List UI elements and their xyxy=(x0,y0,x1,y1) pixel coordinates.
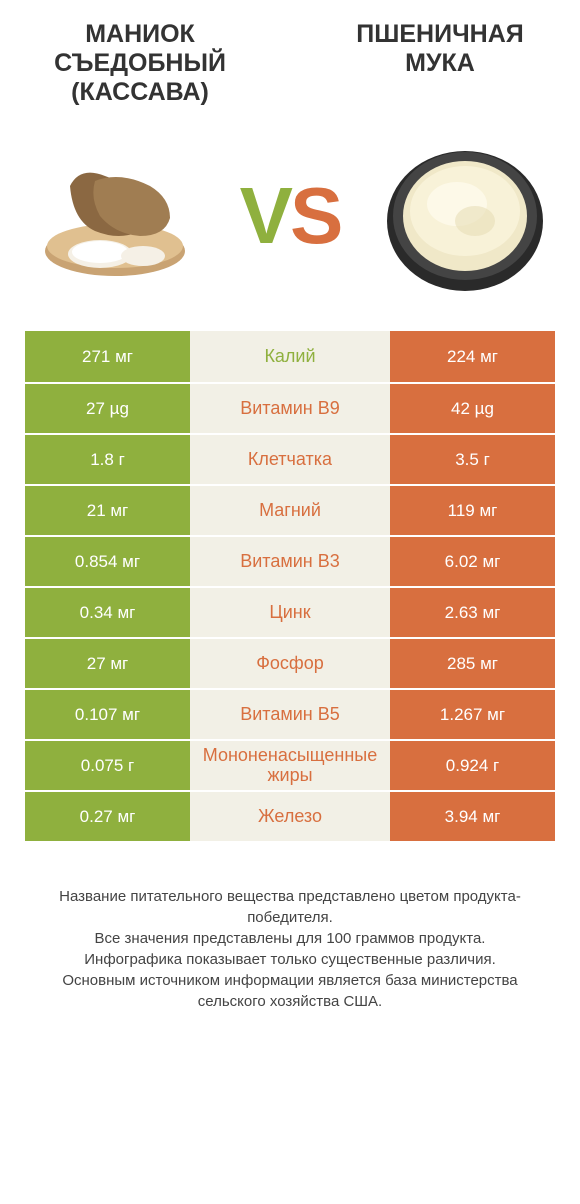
nutrient-name: Витамин B3 xyxy=(190,537,390,586)
nutrient-name: Витамин B5 xyxy=(190,690,390,739)
left-value: 0.075 г xyxy=(25,741,190,790)
footer-line-2: Все значения представлены для 100 граммо… xyxy=(30,928,550,949)
table-row: 0.27 мгЖелезо3.94 мг xyxy=(25,790,555,841)
right-product-title: ПШЕНИЧНАЯ МУКА xyxy=(325,20,555,78)
nutrient-name: Магний xyxy=(190,486,390,535)
nutrient-name: Клетчатка xyxy=(190,435,390,484)
table-row: 271 мгКалий224 мг xyxy=(25,331,555,382)
nutrient-name: Цинк xyxy=(190,588,390,637)
right-value: 2.63 мг xyxy=(390,588,555,637)
nutrient-name: Витамин B9 xyxy=(190,384,390,433)
right-value: 1.267 мг xyxy=(390,690,555,739)
footer-line-4: Основным источником информации является … xyxy=(30,970,550,1012)
right-value: 3.5 г xyxy=(390,435,555,484)
left-value: 271 мг xyxy=(25,331,190,382)
images-row: VS xyxy=(0,116,580,331)
table-row: 27 мгФосфор285 мг xyxy=(25,637,555,688)
table-row: 27 µgВитамин B942 µg xyxy=(25,382,555,433)
footer-line-1: Название питательного вещества представл… xyxy=(30,886,550,928)
table-row: 21 мгМагний119 мг xyxy=(25,484,555,535)
nutrient-name: Фосфор xyxy=(190,639,390,688)
vs-s-letter: S xyxy=(290,171,340,260)
cassava-image xyxy=(25,126,205,306)
table-row: 0.854 мгВитамин B36.02 мг xyxy=(25,535,555,586)
right-value: 285 мг xyxy=(390,639,555,688)
vs-v-letter: V xyxy=(240,171,290,260)
right-value: 119 мг xyxy=(390,486,555,535)
table-row: 0.34 мгЦинк2.63 мг xyxy=(25,586,555,637)
header-titles: МАНИОК СЪЕДОБНЫЙ (КАССАВА) ПШЕНИЧНАЯ МУК… xyxy=(0,0,580,116)
nutrient-name: Мононенасыщенные жиры xyxy=(190,741,390,790)
right-value: 224 мг xyxy=(390,331,555,382)
left-value: 27 µg xyxy=(25,384,190,433)
vs-label: VS xyxy=(240,176,341,256)
table-row: 0.107 мгВитамин B51.267 мг xyxy=(25,688,555,739)
footer-notes: Название питательного вещества представл… xyxy=(0,841,580,1032)
left-value: 0.34 мг xyxy=(25,588,190,637)
left-product-title: МАНИОК СЪЕДОБНЫЙ (КАССАВА) xyxy=(25,20,255,106)
right-value: 42 µg xyxy=(390,384,555,433)
table-row: 1.8 гКлетчатка3.5 г xyxy=(25,433,555,484)
left-value: 0.27 мг xyxy=(25,792,190,841)
left-value: 0.854 мг xyxy=(25,537,190,586)
right-value: 3.94 мг xyxy=(390,792,555,841)
left-value: 0.107 мг xyxy=(25,690,190,739)
flour-image xyxy=(375,126,555,306)
left-value: 21 мг xyxy=(25,486,190,535)
nutrient-name: Калий xyxy=(190,331,390,382)
right-value: 6.02 мг xyxy=(390,537,555,586)
left-value: 1.8 г xyxy=(25,435,190,484)
right-value: 0.924 г xyxy=(390,741,555,790)
nutrient-name: Железо xyxy=(190,792,390,841)
footer-line-3: Инфографика показывает только существенн… xyxy=(30,949,550,970)
table-row: 0.075 гМононенасыщенные жиры0.924 г xyxy=(25,739,555,790)
left-value: 27 мг xyxy=(25,639,190,688)
comparison-table: 271 мгКалий224 мг27 µgВитамин B942 µg1.8… xyxy=(25,331,555,841)
